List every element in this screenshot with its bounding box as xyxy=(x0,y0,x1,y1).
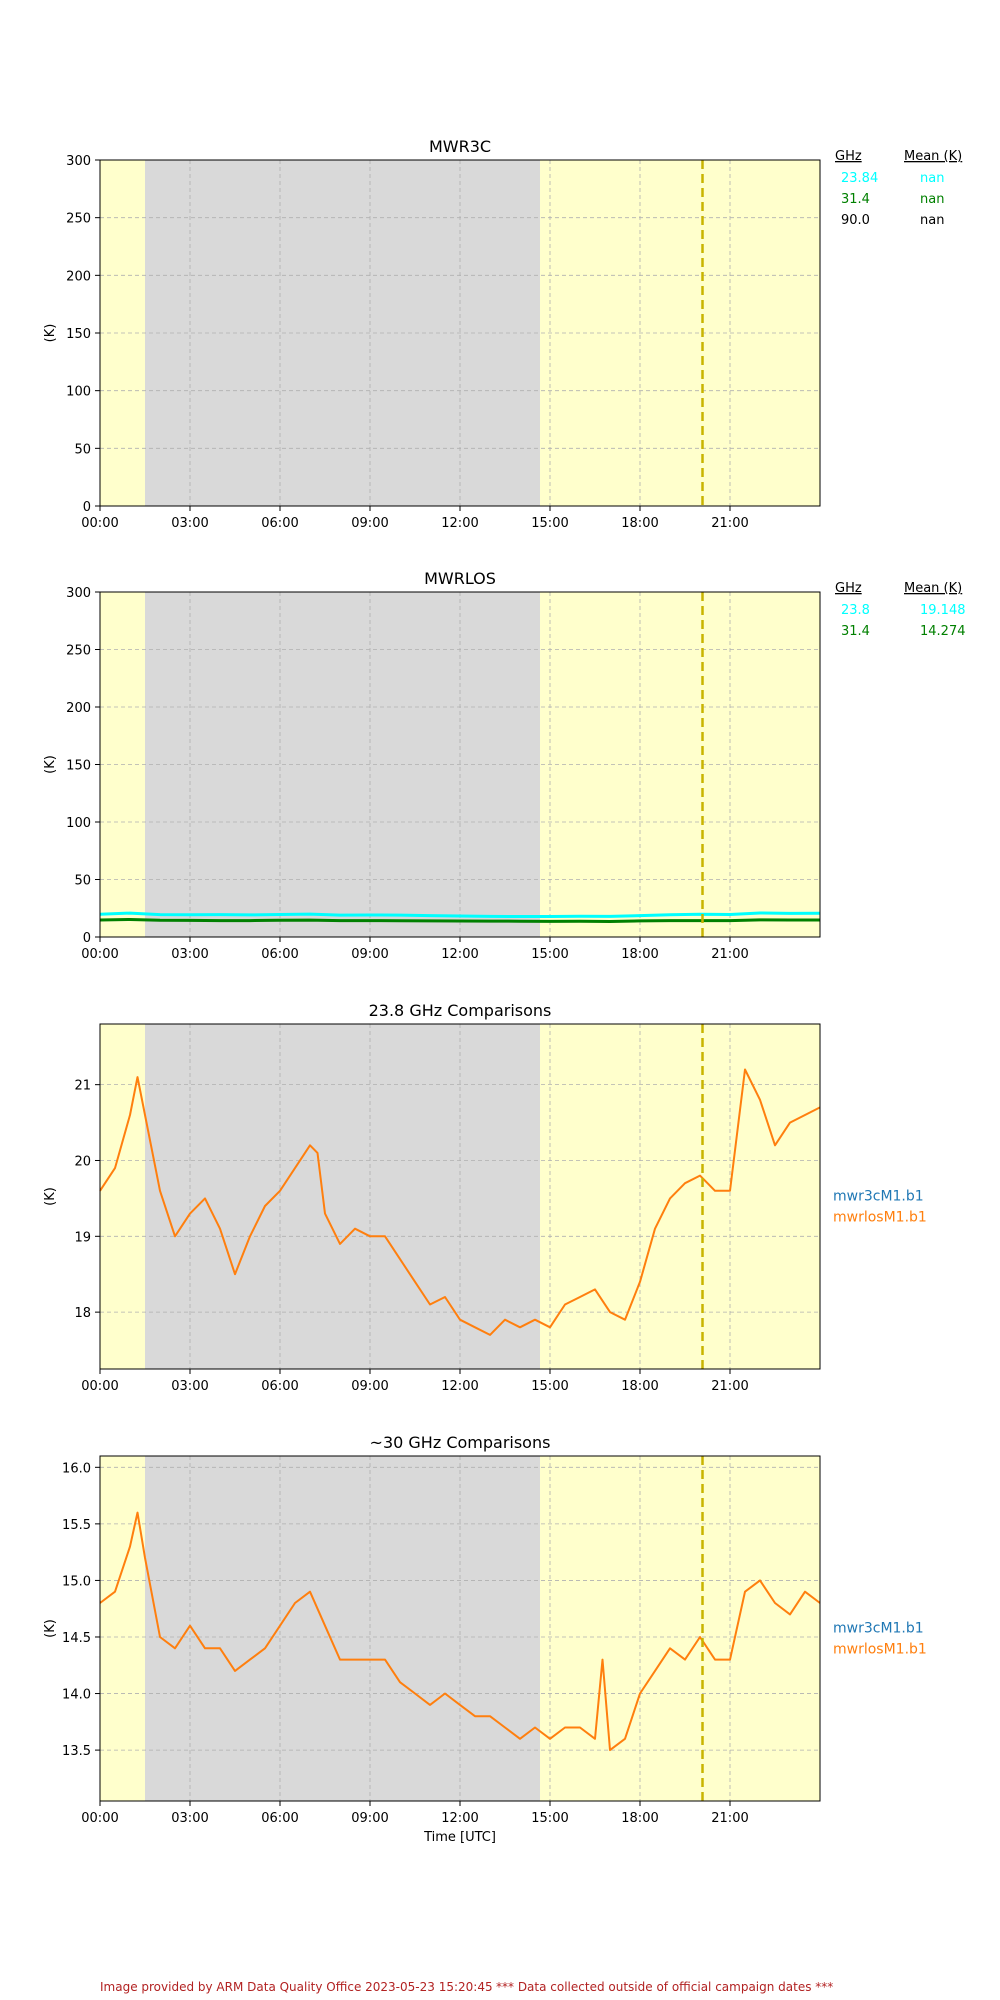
legend-mean-value: 19.148 xyxy=(920,603,966,618)
legend-ghz-value: 31.4 xyxy=(841,624,870,639)
legend-mean-value: nan xyxy=(920,192,944,207)
x-tick-label: 09:00 xyxy=(351,947,388,962)
x-tick-label: 06:00 xyxy=(261,947,298,962)
y-tick-label: 100 xyxy=(66,816,91,831)
y-tick-label: 0 xyxy=(83,931,91,946)
x-tick-label: 15:00 xyxy=(531,1379,568,1394)
x-tick-label: 03:00 xyxy=(171,1379,208,1394)
series-line-0 xyxy=(99,1511,821,1752)
x-tick-label: 09:00 xyxy=(351,1811,388,1826)
legend-entry: mwr3cM1.b1 xyxy=(833,1189,924,1205)
x-tick-label: 15:00 xyxy=(531,516,568,531)
legend-header-mean: Mean (K) xyxy=(904,149,962,164)
y-tick-label: 15.0 xyxy=(62,1574,91,1589)
y-tick-label: 200 xyxy=(66,269,91,284)
x-tick-label: 09:00 xyxy=(351,516,388,531)
y-tick-label: 19 xyxy=(74,1230,91,1245)
series-line-1 xyxy=(99,918,820,923)
y-tick-label: 100 xyxy=(66,385,91,400)
x-tick-label: 15:00 xyxy=(531,1811,568,1826)
y-tick-label: 300 xyxy=(66,154,91,169)
y-tick-label: 150 xyxy=(66,759,91,774)
x-tick-label: 12:00 xyxy=(441,947,478,962)
y-axis-label: (K) xyxy=(43,1187,58,1206)
y-tick-label: 50 xyxy=(74,442,91,457)
x-tick-label: 00:00 xyxy=(81,1379,118,1394)
y-tick-label: 150 xyxy=(66,327,91,342)
legend-ghz-value: 23.84 xyxy=(841,171,878,186)
y-tick-label: 21 xyxy=(74,1079,91,1094)
y-tick-label: 13.5 xyxy=(62,1744,91,1759)
y-tick-label: 18 xyxy=(74,1306,91,1321)
y-tick-label: 14.5 xyxy=(62,1631,91,1646)
y-axis-label: (K) xyxy=(43,1619,58,1638)
y-axis-label: (K) xyxy=(43,755,58,774)
legend-entry: mwrlosM1.b1 xyxy=(833,1642,927,1658)
y-tick-label: 14.0 xyxy=(62,1688,91,1703)
y-tick-label: 0 xyxy=(83,500,91,515)
x-tick-label: 21:00 xyxy=(711,947,748,962)
x-tick-label: 00:00 xyxy=(81,1811,118,1826)
x-tick-label: 21:00 xyxy=(711,516,748,531)
x-tick-label: 03:00 xyxy=(171,947,208,962)
x-tick-label: 12:00 xyxy=(441,516,478,531)
x-tick-label: 21:00 xyxy=(711,1811,748,1826)
x-tick-label: 18:00 xyxy=(621,947,658,962)
legend-mean-value: nan xyxy=(920,213,944,228)
panel-comp238: 00:00 03:00 06:00 09:00 12:00 15:00 18:00 21:00… xyxy=(43,1001,927,1394)
panel-mwr3c: 00:00 03:00 06:00 09:00 12:00 15:00 18:00 21:00… xyxy=(43,137,962,531)
panel-comp30: 00:00 03:00 06:00 09:00 12:00 15:00 18:00 21:00… xyxy=(43,1433,927,1845)
y-tick-label: 200 xyxy=(66,701,91,716)
x-tick-label: 18:00 xyxy=(621,1811,658,1826)
y-tick-label: 250 xyxy=(66,212,91,227)
legend-ghz-value: 90.0 xyxy=(841,213,870,228)
x-tick-label: 18:00 xyxy=(621,516,658,531)
y-axis-label: (K) xyxy=(43,324,58,343)
x-tick-label: 21:00 xyxy=(711,1379,748,1394)
legend-header-mean: Mean (K) xyxy=(904,581,962,596)
x-tick-label: 03:00 xyxy=(171,1811,208,1826)
legend-mean-value: nan xyxy=(920,171,944,186)
night-shading xyxy=(145,1456,540,1801)
x-tick-label: 12:00 xyxy=(441,1811,478,1826)
y-tick-label: 15.5 xyxy=(62,1518,91,1533)
series-line-0 xyxy=(99,1068,821,1336)
legend-header-ghz: GHz xyxy=(835,149,862,164)
y-tick-label: 300 xyxy=(66,586,91,601)
panel-title: MWRLOS xyxy=(424,569,496,588)
x-tick-label: 09:00 xyxy=(351,1379,388,1394)
legend-ghz-value: 31.4 xyxy=(841,192,870,207)
y-tick-label: 20 xyxy=(74,1154,91,1169)
y-tick-label: 16.0 xyxy=(62,1461,91,1476)
x-tick-label: 06:00 xyxy=(261,1379,298,1394)
legend-entry: mwrlosM1.b1 xyxy=(833,1210,927,1226)
panel-title: MWR3C xyxy=(429,137,491,156)
x-tick-label: 00:00 xyxy=(81,947,118,962)
series-line-0 xyxy=(99,911,821,918)
x-tick-label: 18:00 xyxy=(621,1379,658,1394)
legend-mean-value: 14.274 xyxy=(920,624,966,639)
panel-title: 23.8 GHz Comparisons xyxy=(369,1001,552,1020)
x-tick-label: 15:00 xyxy=(531,947,568,962)
footer-campaign-note: *** Data collected outside of official c… xyxy=(496,1980,833,1994)
legend-entry: mwr3cM1.b1 xyxy=(833,1621,924,1637)
x-tick-label: 06:00 xyxy=(261,516,298,531)
y-tick-label: 250 xyxy=(66,644,91,659)
panel-mwrlos: 00:00 03:00 06:00 09:00 12:00 15:00 18:00 21:00… xyxy=(43,569,966,962)
legend-header-ghz: GHz xyxy=(835,581,862,596)
legend-ghz-value: 23.8 xyxy=(841,603,870,618)
x-tick-label: 12:00 xyxy=(441,1379,478,1394)
x-tick-label: 06:00 xyxy=(261,1811,298,1826)
footer-provided-text: Image provided by ARM Data Quality Offic… xyxy=(100,1980,493,1994)
x-tick-label: 03:00 xyxy=(171,516,208,531)
y-tick-label: 50 xyxy=(74,874,91,889)
night-shading xyxy=(145,1024,540,1369)
panel-title: ~30 GHz Comparisons xyxy=(370,1433,551,1452)
x-tick-label: 00:00 xyxy=(81,516,118,531)
x-axis-label: Time [UTC] xyxy=(423,1830,496,1845)
